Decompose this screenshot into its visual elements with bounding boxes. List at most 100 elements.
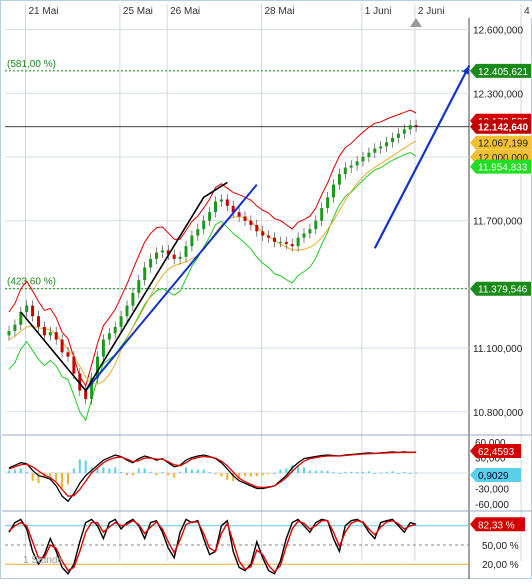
- macd-histogram-bar: [102, 467, 105, 473]
- x-tick-label: 4 Juni: [524, 6, 532, 17]
- price-badge: 12.405,621: [470, 63, 531, 78]
- candle-body: [96, 356, 99, 378]
- candle-body: [25, 305, 29, 312]
- macd-histogram-bar: [202, 469, 205, 473]
- candle-body: [261, 231, 265, 236]
- macd-histogram-bar: [350, 471, 353, 473]
- macd-histogram-bar: [297, 466, 300, 473]
- price-badge-label: 12.000,000: [478, 153, 528, 164]
- x-tick-label: 2 Juni: [418, 6, 445, 17]
- macd-histogram-bar: [208, 471, 211, 473]
- macd-histogram-bar: [49, 473, 52, 477]
- current-time-marker: [410, 18, 422, 27]
- stoch-tick-label: 20,00 %: [482, 560, 519, 571]
- candle-body: [19, 311, 23, 325]
- pattern-trendline: [20, 181, 228, 392]
- candle-body: [84, 390, 88, 400]
- candle-body: [237, 212, 241, 217]
- candle-body: [349, 165, 353, 168]
- macd-histogram-bar: [31, 473, 34, 481]
- stochastic-line: [8, 519, 417, 573]
- stoch-badge-label: 82,33 %: [478, 520, 515, 531]
- candle-body: [166, 250, 170, 255]
- candle-body: [13, 324, 17, 332]
- candle-body: [273, 237, 276, 242]
- candle-body: [149, 258, 153, 268]
- macd-histogram-bar: [173, 473, 176, 478]
- candle-body: [385, 142, 389, 147]
- macd-histogram-bar: [261, 473, 264, 476]
- candle-body: [249, 220, 253, 225]
- macd-histogram-bar: [25, 471, 28, 473]
- macd-histogram-bar: [84, 460, 87, 473]
- macd-histogram-bar: [226, 473, 229, 480]
- macd-histogram-bar: [190, 469, 193, 473]
- price-badge-bg: [470, 281, 531, 296]
- projection-arrow: [373, 65, 471, 249]
- candle-body: [391, 137, 394, 143]
- macd-histogram-bar: [232, 473, 235, 481]
- macd-histogram-bar: [143, 468, 146, 473]
- candle-body: [284, 241, 288, 245]
- macd-histogram-bar: [391, 471, 394, 473]
- price-badge-label: 11.954,833: [478, 163, 528, 174]
- candle-body: [178, 256, 182, 259]
- macd-histogram-bar: [72, 468, 75, 473]
- candle-body: [414, 125, 418, 127]
- macd-histogram-bar: [149, 471, 152, 473]
- fib-level-label: (581,00 %): [7, 59, 56, 70]
- stoch-badge-bg: [470, 517, 525, 532]
- candle-body: [337, 173, 341, 185]
- candle-body: [219, 199, 223, 202]
- macd-histogram-bar: [338, 473, 341, 474]
- y-tick-label: 12.300,000: [473, 89, 523, 100]
- candle-body: [231, 205, 235, 213]
- macd-histogram-bar: [273, 473, 276, 474]
- candle-body: [72, 356, 76, 374]
- candle-body: [373, 148, 377, 153]
- candle-body: [172, 254, 176, 259]
- candle-body: [196, 229, 200, 236]
- stoch-badge: 82,33 %: [470, 517, 525, 532]
- candle-body: [90, 377, 94, 400]
- macd-histogram-bar: [19, 468, 22, 473]
- macd-tick-label: -60,000: [475, 500, 509, 511]
- macd-histogram-bar: [362, 471, 364, 473]
- macd-histogram-bar: [214, 473, 217, 475]
- macd-histogram-bar: [279, 469, 282, 473]
- price-badge-bg: [470, 159, 531, 174]
- stoch-tick-label: 50,00 %: [482, 541, 519, 552]
- macd-histogram-bar: [415, 472, 418, 474]
- candle-body: [31, 305, 35, 317]
- macd-histogram-bar: [320, 470, 323, 473]
- candle-body: [60, 339, 64, 353]
- price-badge: 11.954,833: [470, 159, 531, 174]
- upper-band: [8, 109, 417, 388]
- macd-histogram-bar: [196, 469, 199, 473]
- candle-body: [332, 184, 335, 198]
- candle-body: [160, 250, 164, 253]
- macd-histogram-bar: [285, 468, 288, 473]
- candle-body: [54, 332, 58, 340]
- y-tick-label: 12.600,000: [473, 26, 523, 37]
- macd-tick-label: 60,000: [475, 438, 506, 449]
- candle-body: [208, 212, 212, 221]
- price-badge-bg: [470, 119, 531, 134]
- candle-body: [367, 152, 371, 157]
- macd-badge-label: 0,9029: [478, 471, 509, 482]
- candle-body: [408, 125, 412, 130]
- macd-badge-bg: [470, 468, 521, 482]
- arrow-head: [462, 65, 470, 75]
- y-tick-label: 10.800,000: [473, 408, 523, 419]
- macd-histogram-bar: [308, 470, 311, 473]
- x-tick-label: 28 Mai: [265, 6, 295, 17]
- stochastic-line: [8, 518, 417, 575]
- macd-badge-bg: [470, 444, 521, 458]
- candle-body: [343, 167, 347, 174]
- macd-histogram-bar: [55, 473, 58, 481]
- macd-histogram-bar: [155, 473, 158, 476]
- macd-histogram-bar: [78, 459, 81, 473]
- candle-body: [326, 197, 330, 208]
- price-badge-label: 12.405,621: [478, 67, 528, 78]
